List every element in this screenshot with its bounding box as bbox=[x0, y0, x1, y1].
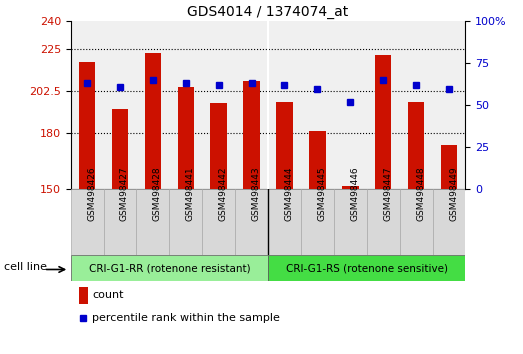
Text: GSM498445: GSM498445 bbox=[317, 167, 326, 221]
Text: CRI-G1-RS (rotenone sensitive): CRI-G1-RS (rotenone sensitive) bbox=[286, 263, 448, 273]
Text: GSM498427: GSM498427 bbox=[120, 167, 129, 221]
Bar bbox=[268, 255, 465, 281]
Bar bbox=[342, 185, 359, 189]
Text: GSM498449: GSM498449 bbox=[449, 167, 458, 221]
Bar bbox=[112, 109, 128, 189]
Text: GSM498448: GSM498448 bbox=[416, 167, 425, 221]
Bar bbox=[78, 287, 88, 303]
Bar bbox=[169, 189, 202, 255]
Title: GDS4014 / 1374074_at: GDS4014 / 1374074_at bbox=[187, 5, 349, 19]
Bar bbox=[367, 189, 400, 255]
Text: GSM498442: GSM498442 bbox=[219, 167, 228, 221]
Bar bbox=[79, 62, 95, 189]
Bar bbox=[375, 55, 391, 189]
Text: GSM498446: GSM498446 bbox=[350, 167, 359, 221]
Text: GSM498447: GSM498447 bbox=[383, 167, 392, 221]
Bar bbox=[309, 131, 326, 189]
Bar bbox=[235, 189, 268, 255]
Bar bbox=[441, 144, 457, 189]
Bar bbox=[276, 102, 293, 189]
Bar bbox=[433, 189, 465, 255]
Bar bbox=[334, 189, 367, 255]
Bar bbox=[71, 189, 104, 255]
Bar bbox=[137, 189, 169, 255]
Text: GSM498428: GSM498428 bbox=[153, 167, 162, 221]
Bar bbox=[71, 255, 268, 281]
Text: percentile rank within the sample: percentile rank within the sample bbox=[93, 313, 280, 323]
Text: CRI-G1-RR (rotenone resistant): CRI-G1-RR (rotenone resistant) bbox=[88, 263, 250, 273]
Text: cell line: cell line bbox=[4, 262, 47, 272]
Bar bbox=[243, 81, 260, 189]
Bar bbox=[408, 102, 424, 189]
Text: GSM498426: GSM498426 bbox=[87, 167, 96, 221]
Bar bbox=[202, 189, 235, 255]
Bar bbox=[268, 189, 301, 255]
Bar bbox=[104, 189, 137, 255]
Bar bbox=[400, 189, 433, 255]
Text: GSM498444: GSM498444 bbox=[285, 167, 293, 221]
Text: GSM498443: GSM498443 bbox=[252, 167, 260, 221]
Bar bbox=[301, 189, 334, 255]
Bar bbox=[177, 87, 194, 189]
Text: count: count bbox=[93, 290, 124, 300]
Text: GSM498441: GSM498441 bbox=[186, 167, 195, 221]
Bar bbox=[210, 103, 227, 189]
Bar bbox=[145, 53, 161, 189]
